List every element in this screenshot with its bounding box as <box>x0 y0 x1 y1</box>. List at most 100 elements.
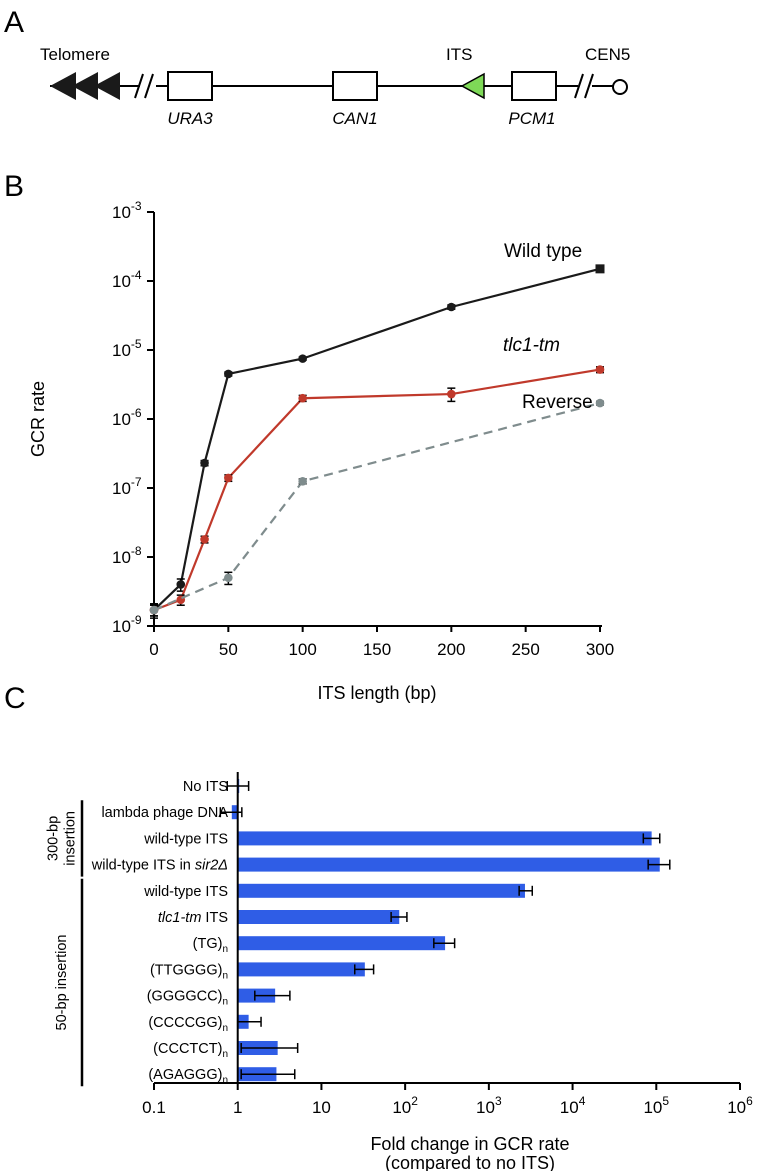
y-tick-label: 10-4 <box>112 268 142 291</box>
category-subscript: n <box>222 944 228 955</box>
series-reverse: Reverse <box>149 392 605 617</box>
tick-base: 10 <box>112 272 131 291</box>
bar <box>237 936 446 951</box>
category-italic: sir2Δ <box>195 858 228 874</box>
x-tick-label: 105 <box>643 1094 669 1117</box>
gene-box-ura3 <box>167 71 213 101</box>
gene-box-pcm1 <box>511 71 557 101</box>
tick-base: 10 <box>112 410 131 429</box>
cen5-label: CEN5 <box>585 45 630 64</box>
tick-exponent: -7 <box>131 475 142 489</box>
x-tick-label: 103 <box>476 1094 502 1117</box>
y-tick-label: 10-6 <box>112 406 142 429</box>
x-axis-title-line2: (compared to no ITS) <box>385 1153 555 1171</box>
bar-row: (TTGGGG)n <box>150 962 375 981</box>
data-point <box>595 365 605 374</box>
x-tick-label: 104 <box>560 1094 586 1117</box>
bar-row: (TG)n <box>193 936 456 955</box>
y-tick-label: 10-9 <box>112 613 142 636</box>
bar <box>237 857 660 872</box>
category-label: (GGGGCC)n <box>147 989 228 1008</box>
data-point <box>176 580 186 589</box>
tick-exponent: 3 <box>495 1094 502 1108</box>
x-axis-title-line1: Fold change in GCR rate <box>370 1134 569 1154</box>
gcr-line-chart: 0 50 100 150 200 250 30010-910-810-710-610-510… <box>28 199 614 703</box>
tick-exponent: 6 <box>746 1094 753 1108</box>
panel-c-letter: C <box>4 682 26 715</box>
data-point <box>298 477 307 486</box>
tick-exponent: 4 <box>579 1094 586 1108</box>
category-label: (AGAGGG)n <box>148 1067 228 1086</box>
x-tick-label: 102 <box>392 1094 418 1117</box>
gene-box-can1 <box>332 71 378 101</box>
telomere-triangle-3 <box>94 72 120 100</box>
tick-base: 10 <box>560 1098 579 1117</box>
category-text: wild-type ITS <box>143 884 228 900</box>
group-bracket: 50-bp insertion <box>54 878 84 1087</box>
y-tick-label: 10-3 <box>112 199 142 222</box>
category-italic: tlc1-tm <box>158 910 202 926</box>
category-label: (TG)n <box>193 936 228 955</box>
x-tick-label: 100 <box>288 640 316 659</box>
gene-label-pcm1: PCM1 <box>508 109 555 128</box>
bar-row: (CCCCGG)n <box>148 1014 262 1034</box>
category-label: wild-type ITS <box>143 831 228 847</box>
category-text: lambda phage DNA <box>101 805 228 821</box>
y-tick-label: 10-8 <box>112 544 142 567</box>
bar <box>237 831 652 846</box>
bar <box>237 883 525 898</box>
break-mark-left <box>134 73 154 99</box>
data-point <box>595 264 605 274</box>
tick-base: 10 <box>112 341 131 360</box>
category-label: wild-type ITS <box>143 884 228 900</box>
bar-row: wild-type ITS in sir2Δ <box>91 857 671 874</box>
its-triangle <box>460 72 485 100</box>
category-label: (CCCCGG)n <box>148 1015 228 1034</box>
category-text: (GGGGCC) <box>147 989 223 1005</box>
category-label: No ITS <box>183 779 228 795</box>
bar-row: wild-type ITS <box>143 883 534 900</box>
bracket-label-line: 300-bp <box>46 816 62 861</box>
gene-label-ura3: URA3 <box>167 109 213 128</box>
data-point <box>447 302 456 312</box>
tick-base: 10 <box>112 479 131 498</box>
break-mark-right <box>574 73 594 99</box>
x-tick-label: 250 <box>511 640 539 659</box>
bar-row: (CCCTCT)n <box>153 1041 299 1060</box>
series-line <box>153 267 601 611</box>
category-text: (AGAGGG) <box>148 1067 222 1083</box>
category-text: (CCCCGG) <box>148 1015 222 1031</box>
x-tick-label: 10 <box>312 1098 331 1117</box>
data-point <box>149 605 159 615</box>
data-point <box>298 354 307 363</box>
panel-a-letter: A <box>4 6 24 39</box>
series-wild-type: Wild type <box>149 241 605 619</box>
category-label: (CCCTCT)n <box>153 1041 228 1060</box>
panel-b-letter: B <box>4 170 24 203</box>
centromere-circle <box>612 79 628 95</box>
tick-base: 10 <box>392 1098 411 1117</box>
category-subscript: n <box>222 1049 228 1060</box>
category-text: ITS <box>201 910 228 926</box>
category-label: wild-type ITS in sir2Δ <box>91 858 228 874</box>
x-tick-label: 0 <box>149 640 158 659</box>
tick-base: 10 <box>727 1098 746 1117</box>
x-tick-label: 1 <box>233 1098 242 1117</box>
category-text: No ITS <box>183 779 228 795</box>
panel-a: A Telomere ITS CEN5 URA3 CAN1 PCM1 <box>4 6 630 128</box>
tick-exponent: -5 <box>131 337 142 351</box>
tick-base: 10 <box>112 548 131 567</box>
x-tick-label: 106 <box>727 1094 753 1117</box>
bar-row: wild-type ITS <box>143 831 661 847</box>
category-text: (CCCTCT) <box>153 1041 222 1057</box>
data-point <box>447 389 456 399</box>
tick-base: 10 <box>112 617 131 636</box>
category-text: wild-type ITS in <box>91 858 195 874</box>
gene-label-can1: CAN1 <box>332 109 377 128</box>
bracket-label: 50-bp insertion <box>54 935 70 1031</box>
category-subscript: n <box>222 970 228 981</box>
data-point <box>224 573 233 583</box>
tick-exponent: -9 <box>131 613 142 627</box>
category-text: (TTGGGG) <box>150 962 223 978</box>
